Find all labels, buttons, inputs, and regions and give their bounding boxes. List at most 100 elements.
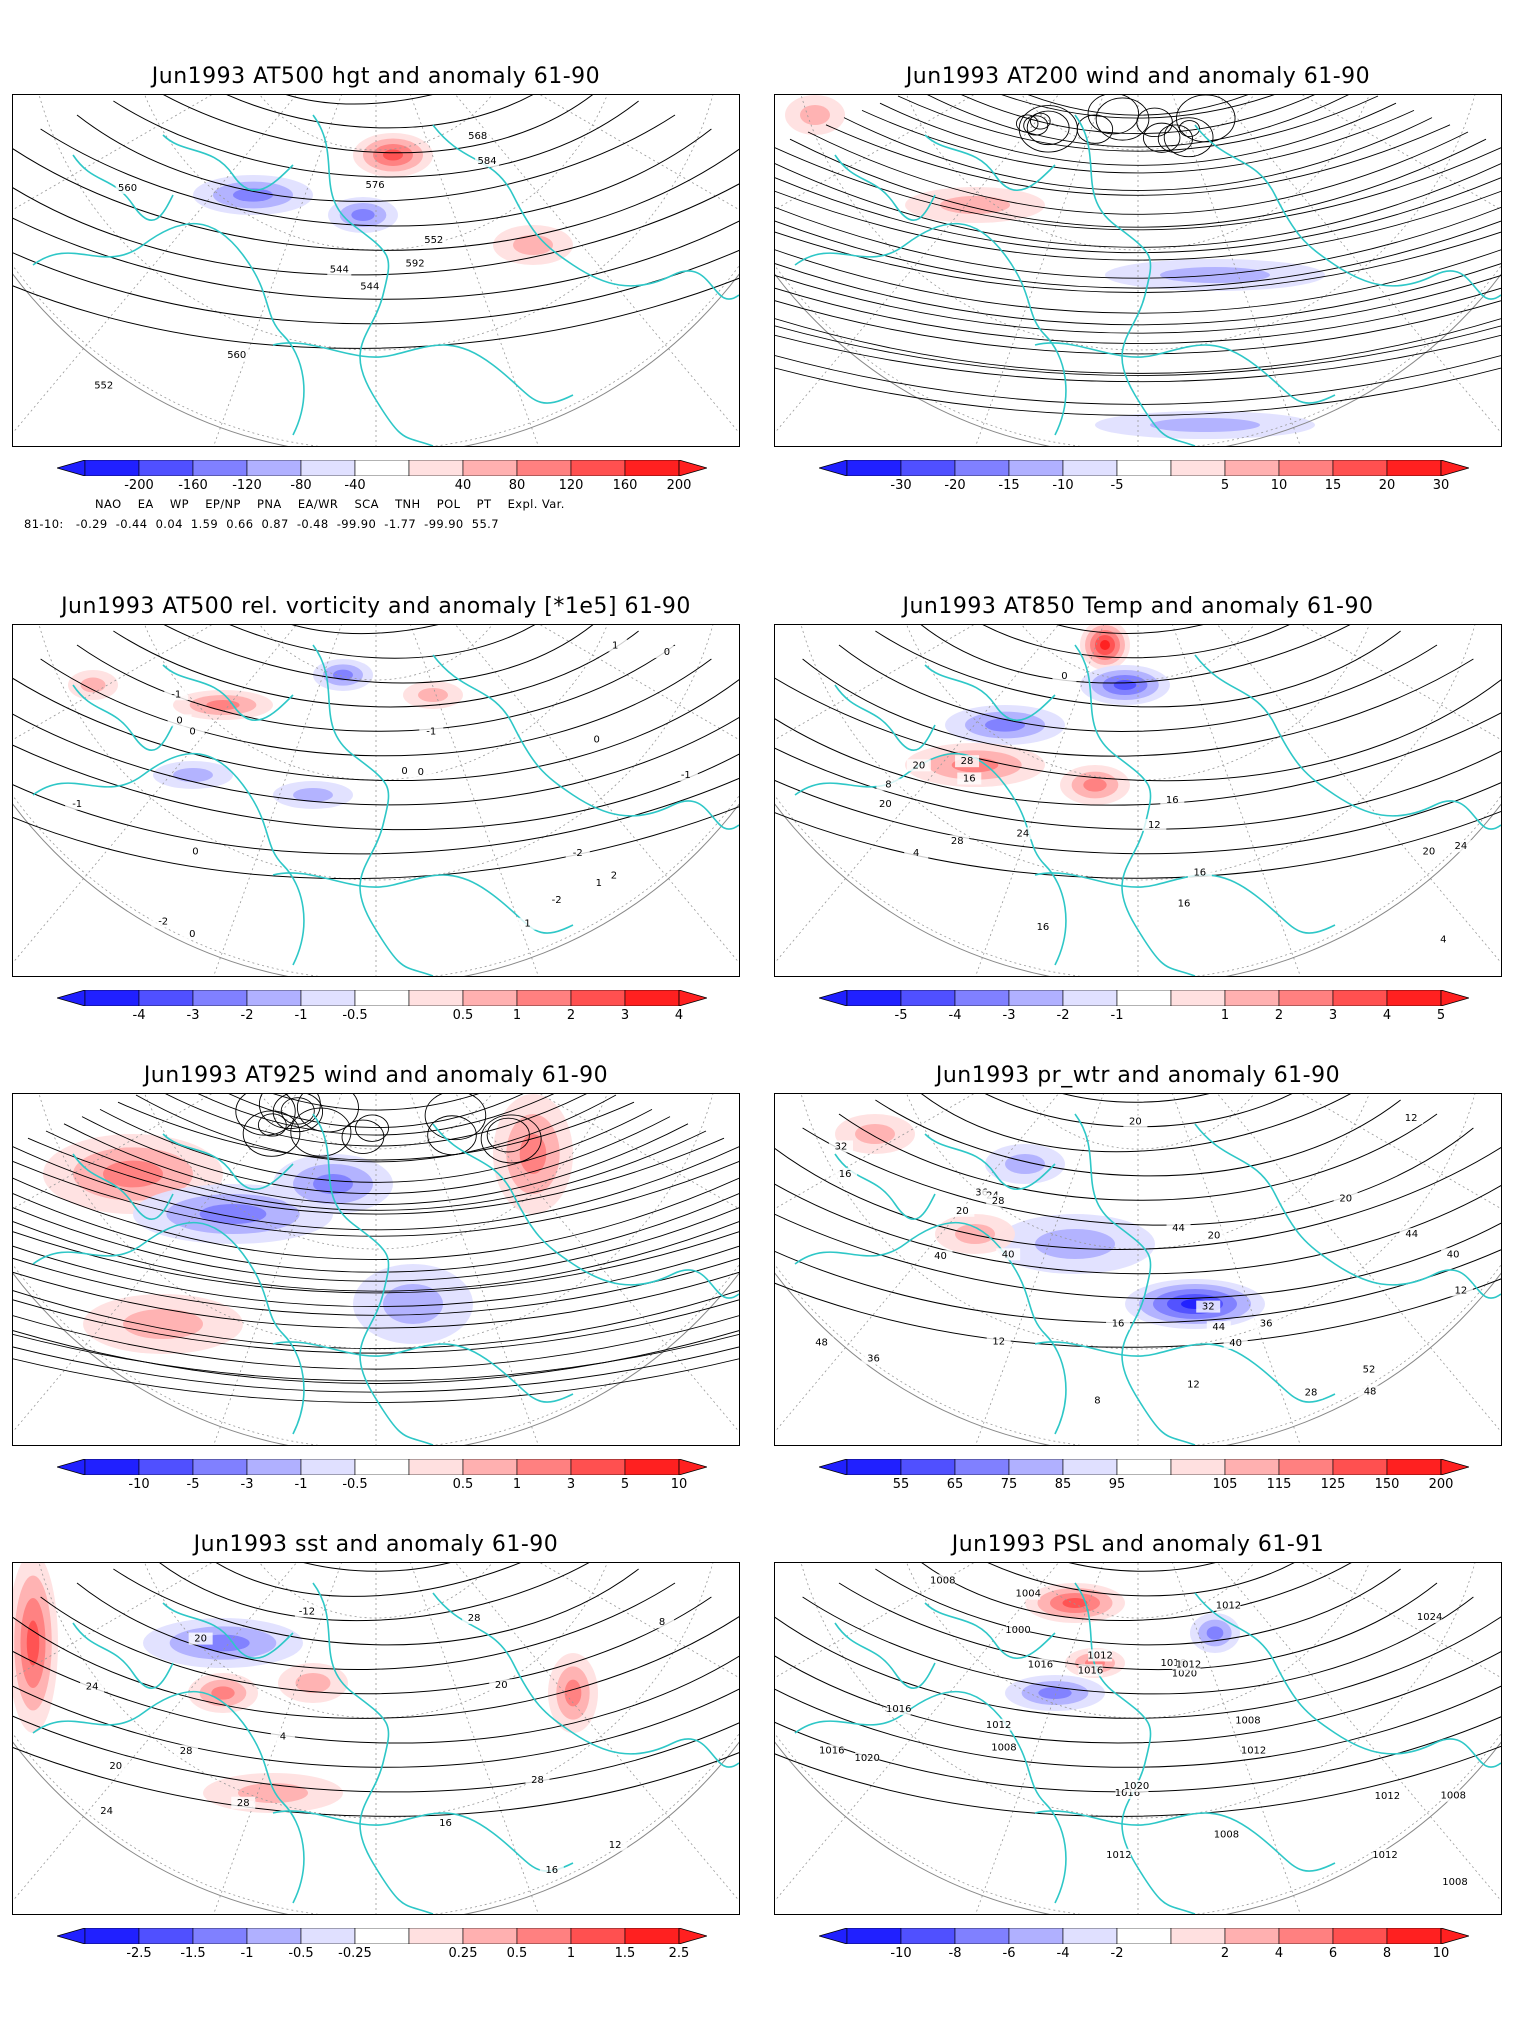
colorbar-segment xyxy=(408,1459,464,1475)
colorbar-segment xyxy=(570,1928,626,1944)
coastline xyxy=(312,114,434,446)
colorbar-tick-label: 115 xyxy=(1266,1477,1292,1492)
contour-line xyxy=(921,1094,1351,1153)
contour-label-bg xyxy=(928,1250,953,1263)
contour-label-bg xyxy=(1254,1317,1279,1330)
colorbar-max-arrow xyxy=(1440,990,1469,1006)
colorbar-tick-label: -40 xyxy=(344,478,366,493)
coastline xyxy=(162,664,294,721)
streamline xyxy=(775,206,1501,279)
colorbar-min-arrow xyxy=(819,990,848,1006)
colorbar-tick-label: -0.5 xyxy=(288,1946,314,1961)
colorbar xyxy=(819,1459,1469,1475)
colorbar-tick-label: 5 xyxy=(1220,478,1230,493)
contour-line xyxy=(775,1651,1501,1744)
colorbar-labels: 55 65 75 85 95 105 115 125 150 200 xyxy=(819,1477,1469,1495)
contour-label: 0 xyxy=(594,735,600,746)
colorbar-segment xyxy=(192,990,248,1006)
colorbar-segment xyxy=(462,460,518,476)
coastline xyxy=(924,134,1056,191)
colorbar-max-arrow xyxy=(678,1459,707,1475)
streamline xyxy=(13,1245,739,1307)
contour-label-bg xyxy=(1171,897,1196,910)
colorbar-segment xyxy=(1278,460,1334,476)
longitude-line xyxy=(1217,1563,1501,1902)
longitude-line xyxy=(455,1563,739,1902)
longitude-line xyxy=(13,1563,297,1902)
coastline xyxy=(312,1582,434,1914)
longitude-line xyxy=(410,625,539,976)
contour-label: 4 xyxy=(913,848,919,859)
colorbar-segment xyxy=(900,990,956,1006)
contour-label-bg xyxy=(180,927,205,940)
coastline xyxy=(1194,124,1501,300)
colorbar-svg xyxy=(57,990,707,1006)
contour-label-bg xyxy=(1142,819,1167,832)
streamline xyxy=(45,1130,707,1211)
colorbar-segment xyxy=(624,1928,680,1944)
contour-label-bg xyxy=(231,1796,256,1809)
colorbar-segment xyxy=(354,1928,410,1944)
colorbar-segment xyxy=(246,1928,302,1944)
colorbar-tick-label: 1.5 xyxy=(614,1946,636,1961)
colorbar-tick-label: 4 xyxy=(1274,1946,1284,1961)
longitude-line xyxy=(13,625,376,652)
contour-label-bg xyxy=(421,233,446,246)
streamline xyxy=(81,1116,671,1195)
coastline xyxy=(32,1690,305,1904)
contour-line xyxy=(775,1685,1501,1768)
contour-label-bg xyxy=(327,263,352,276)
colorbar-tick-label: 10 xyxy=(1432,1946,1450,1961)
contour-label-bg xyxy=(1235,1714,1260,1727)
streamline-vortex xyxy=(1157,124,1194,153)
streamline xyxy=(117,1101,635,1161)
contour-label-bg xyxy=(1160,793,1185,806)
contour-label-bg xyxy=(91,379,116,392)
coastline xyxy=(32,1221,305,1435)
colorbar-tick-label: -0.5 xyxy=(342,1477,368,1492)
contour-label: 24 xyxy=(1016,828,1029,839)
negative-anomaly-shade xyxy=(233,188,273,202)
contour-label: 16 xyxy=(1166,795,1179,806)
colorbar-segment xyxy=(846,990,902,1006)
contour-label: 592 xyxy=(405,259,424,270)
colorbar-segment xyxy=(138,1928,194,1944)
colorbar-segment xyxy=(138,1459,194,1475)
colorbar-segment xyxy=(900,1928,956,1944)
streamline xyxy=(13,1315,739,1370)
coastline xyxy=(1074,114,1196,446)
contour-label: 16 xyxy=(1112,1319,1125,1330)
colorbar-tick-label: 150 xyxy=(1374,1477,1400,1492)
colorbar-max-arrow xyxy=(1440,460,1469,476)
contour-label: 1000 xyxy=(1005,1625,1030,1636)
longitude-line xyxy=(13,625,297,964)
coastline xyxy=(432,654,739,830)
contour-line xyxy=(40,1596,712,1695)
contour-label-bg xyxy=(996,1248,1021,1261)
contour-label: -1 xyxy=(72,799,82,810)
contour-label-bg xyxy=(65,797,90,810)
panel-title: Jun1993 AT200 wind and anomaly 61-90 xyxy=(905,64,1371,89)
positive-anomaly-shade xyxy=(80,677,106,693)
colorbar-tick-label: 3 xyxy=(620,1008,630,1023)
colorbar-segment xyxy=(138,990,194,1006)
colorbar xyxy=(57,1459,707,1475)
colorbar-segment xyxy=(1062,1928,1118,1944)
contour-label-bg xyxy=(80,1680,105,1693)
longitude-line xyxy=(13,95,376,122)
colorbar-tick-label: -5 xyxy=(894,1008,908,1023)
coastline xyxy=(1074,1582,1196,1914)
colorbar-min-arrow xyxy=(57,1928,86,1944)
contour-label: 1012 xyxy=(1176,1660,1201,1671)
contour-label: 16 xyxy=(545,1865,558,1876)
contour-label-bg xyxy=(930,1574,955,1587)
contour-label-bg xyxy=(873,798,898,811)
contour-label: 20 xyxy=(879,799,892,810)
streamline xyxy=(927,95,1349,148)
colorbar-tick-label: -2.5 xyxy=(126,1946,152,1961)
colorbar-tick-label: 95 xyxy=(1108,1477,1126,1492)
streamline xyxy=(273,1094,479,1111)
colorbar-tick-label: 1 xyxy=(566,1946,576,1961)
contour-label: 20 xyxy=(109,1761,122,1772)
longitude-line xyxy=(410,1094,539,1445)
